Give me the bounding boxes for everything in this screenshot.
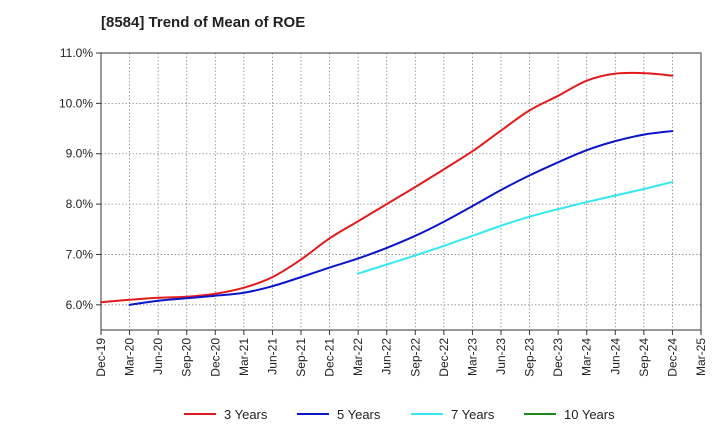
x-tick-label: Mar-24 xyxy=(580,338,594,376)
legend-label-7-years: 7 Years xyxy=(451,407,495,422)
x-tick-label: Dec-24 xyxy=(665,338,679,377)
x-tick-label: Dec-22 xyxy=(437,338,451,377)
legend: 3 Years 5 Years 7 Years 10 Years xyxy=(184,407,615,422)
x-tick-label: Jun-24 xyxy=(608,338,622,375)
y-tick-label: 11.0% xyxy=(60,46,93,60)
x-tick-label: Dec-20 xyxy=(208,338,222,377)
x-tick-label: Sep-24 xyxy=(637,338,651,377)
y-tick-label: 8.0% xyxy=(66,197,94,211)
x-tick-label: Jun-22 xyxy=(380,338,394,375)
series-line-3-years xyxy=(100,71,674,304)
x-tick-label: Jun-23 xyxy=(494,338,508,375)
legend-label-5-years: 5 Years xyxy=(337,407,381,422)
chart-title: [8584] Trend of Mean of ROE xyxy=(101,14,306,31)
x-tick-label: Mar-25 xyxy=(694,338,708,376)
plot-frame xyxy=(100,52,702,331)
y-tick-label: 10.0% xyxy=(59,96,93,110)
legend-label-3-years: 3 Years xyxy=(224,407,268,422)
x-tick-label: Jun-21 xyxy=(265,338,279,375)
y-tick-label: 9.0% xyxy=(66,147,94,161)
legend-label-10-years: 10 Years xyxy=(564,407,615,422)
x-tick-label: Jun-20 xyxy=(151,338,165,375)
x-tick-label: Sep-20 xyxy=(180,338,194,377)
y-tick-label: 7.0% xyxy=(66,247,94,261)
x-axis: Dec-19 Mar-20 Jun-20 Sep-20 Dec-20 Mar-21 Jun-… xyxy=(94,330,708,377)
x-tick-label: Mar-20 xyxy=(123,338,137,376)
y-axis: 6.0% 7.0% 8.0% 9.0% 10.0% 11.0% xyxy=(59,46,101,312)
x-tick-label: Dec-19 xyxy=(94,338,108,377)
x-tick-label: Mar-21 xyxy=(237,338,251,376)
x-tick-label: Dec-23 xyxy=(551,338,565,377)
x-tick-label: Sep-21 xyxy=(294,338,308,377)
x-tick-label: Sep-23 xyxy=(523,338,537,377)
series-layer xyxy=(100,71,674,306)
x-tick-label: Mar-22 xyxy=(351,338,365,376)
x-tick-label: Sep-22 xyxy=(408,338,422,377)
x-tick-label: Dec-21 xyxy=(323,338,337,377)
series-line-7-years xyxy=(357,180,674,275)
grid xyxy=(101,53,701,330)
x-tick-label: Mar-23 xyxy=(465,338,479,376)
y-tick-label: 6.0% xyxy=(66,298,94,312)
series-line-5-years xyxy=(128,130,674,306)
